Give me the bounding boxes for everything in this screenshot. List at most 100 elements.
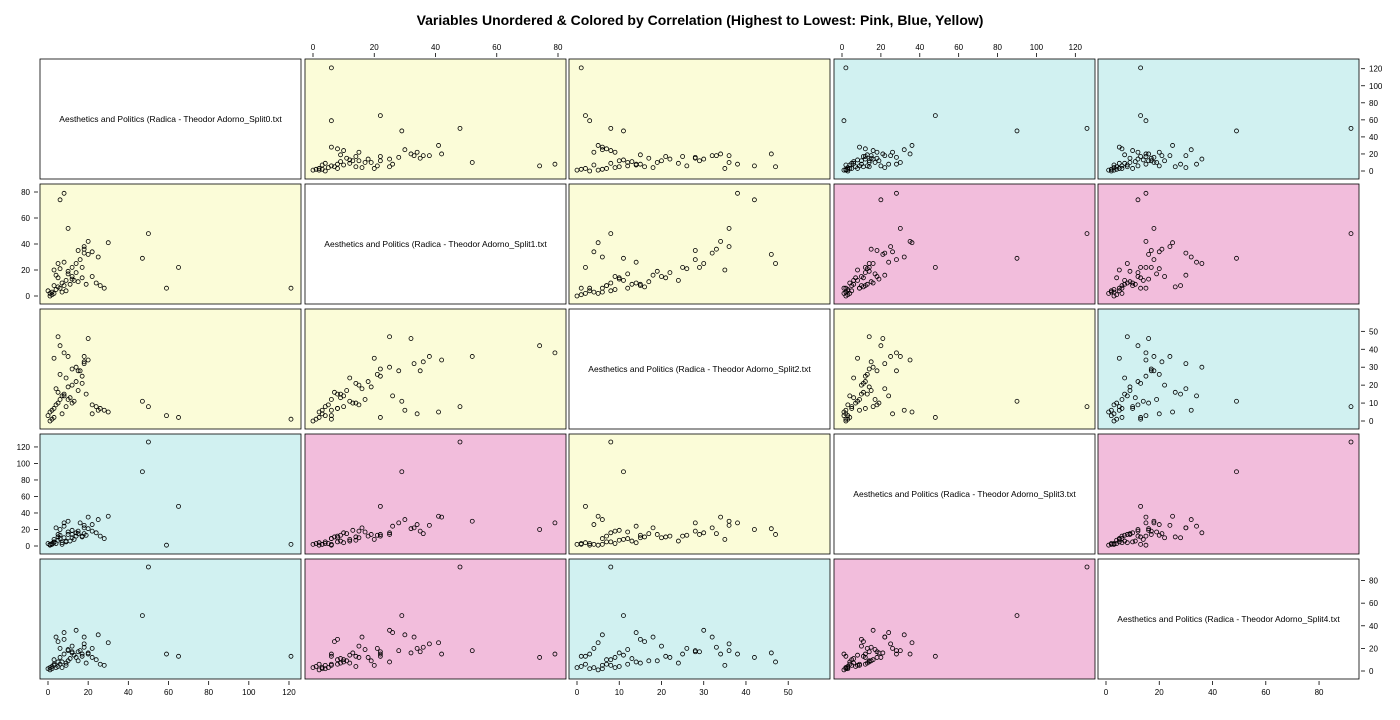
point-r3-c1-53 xyxy=(75,388,81,393)
point-r3-c2-50 xyxy=(390,393,396,399)
point-r5-c1-15 xyxy=(57,655,63,660)
point-r4-c1-15 xyxy=(57,527,63,532)
point-r3-c1-15 xyxy=(57,343,63,349)
point-r3-c5-39 xyxy=(1116,407,1122,413)
point-r3-c2-23 xyxy=(365,379,371,384)
point-r4-c5-5 xyxy=(1170,513,1175,519)
point-r5-c4-54 xyxy=(860,653,866,659)
point-r3-c2-52 xyxy=(350,400,356,406)
point-r3-c1-12 xyxy=(69,366,75,372)
point-r4-c3-21 xyxy=(692,520,698,526)
point-r3-c1-7 xyxy=(89,411,95,417)
point-r2-c3-46 xyxy=(574,293,580,299)
point-r1-c3-34 xyxy=(595,167,601,173)
point-r5-c4-39 xyxy=(857,662,862,668)
point-r5-c3-53 xyxy=(646,658,652,664)
point-r2-c4-3 xyxy=(1084,231,1090,237)
point-r5-c2-19 xyxy=(426,641,432,647)
point-r3-c2-20 xyxy=(411,361,417,367)
point-r5-c4-55 xyxy=(864,660,870,666)
y-tick-label-r2-2: 40 xyxy=(21,240,30,249)
point-r5-c2-0 xyxy=(328,653,334,659)
point-r4-c2-24 xyxy=(356,535,362,541)
point-r3-c2-29 xyxy=(328,397,334,402)
point-r2-c1-46 xyxy=(47,293,53,299)
point-r3-c4-0 xyxy=(843,416,849,422)
point-r3-c4-54 xyxy=(860,380,866,386)
point-r3-c4-53 xyxy=(868,388,874,393)
point-r3-c1-43 xyxy=(59,411,65,417)
point-r1-c3-26 xyxy=(675,160,681,166)
x-tick-label-c1-4: 80 xyxy=(204,688,213,697)
point-r5-c2-30 xyxy=(353,664,359,669)
point-r2-c3-11 xyxy=(701,261,707,266)
point-r1-c2-51 xyxy=(362,160,368,165)
point-r5-c1-18 xyxy=(85,651,91,657)
point-r2-c1-53 xyxy=(75,279,81,285)
point-r3-c1-51 xyxy=(65,397,71,402)
point-r2-c1-1 xyxy=(176,264,181,270)
point-r4-c5-10 xyxy=(1148,528,1154,534)
y-tick-label-r5-2: 40 xyxy=(1369,622,1378,631)
panel-r3-c3 xyxy=(568,308,831,430)
point-r5-c4-24 xyxy=(859,643,864,649)
point-r2-c5-11 xyxy=(1199,261,1205,266)
y-tick-label-r2-1: 20 xyxy=(21,266,30,275)
point-r4-c5-45 xyxy=(1114,541,1120,546)
point-r1-c4-6 xyxy=(901,147,907,153)
point-r4-c3-5 xyxy=(595,513,601,519)
point-r5-c1-6 xyxy=(95,632,101,638)
point-r1-c3-51 xyxy=(625,160,631,165)
point-r4-c2-40 xyxy=(347,536,353,542)
point-r2-c1-3 xyxy=(146,231,151,237)
point-r3-c2-46 xyxy=(310,418,316,424)
point-r2-c4-52 xyxy=(876,276,882,282)
point-r3-c1-2 xyxy=(164,413,169,419)
point-r4-c2-4 xyxy=(399,469,405,475)
point-r1-c3-39 xyxy=(599,144,605,150)
point-r1-c4-48 xyxy=(882,165,888,170)
point-r2-c1-36 xyxy=(89,274,95,279)
point-r2-c5-15 xyxy=(1135,197,1141,203)
point-r2-c1-52 xyxy=(69,276,75,282)
point-r5-c2-22 xyxy=(377,651,383,657)
point-r1-c5-54 xyxy=(1138,154,1144,159)
point-r4-c2-47 xyxy=(332,534,337,540)
point-r2-c4-21 xyxy=(894,257,899,263)
point-r1-c2-23 xyxy=(365,156,371,162)
point-r4-c2-32 xyxy=(335,539,340,545)
point-r1-c3-23 xyxy=(667,156,673,162)
point-r1-c2-17 xyxy=(371,166,377,171)
x-tick-label-c4-1: 20 xyxy=(876,43,885,52)
point-r2-c1-38 xyxy=(97,283,103,289)
point-r4-c5-35 xyxy=(1108,541,1114,546)
point-r4-c1-0 xyxy=(288,541,294,547)
y-tick-label-r5-1: 20 xyxy=(1369,644,1378,653)
point-r5-c4-53 xyxy=(868,658,874,664)
x-tick-label-c3-2: 20 xyxy=(657,688,666,697)
point-r3-c2-11 xyxy=(387,364,392,370)
point-r2-c3-37 xyxy=(608,280,614,286)
point-r1-c2-6 xyxy=(402,147,408,153)
point-r2-c4-54 xyxy=(860,275,866,281)
point-r1-c5-27 xyxy=(1178,161,1183,167)
panel-r4-c4 xyxy=(833,433,1096,555)
panel-r1-c2 xyxy=(304,58,567,180)
point-r2-c5-21 xyxy=(1151,257,1157,263)
point-r2-c5-4 xyxy=(1234,255,1239,261)
point-r2-c5-29 xyxy=(1119,285,1125,291)
point-r4-c1-53 xyxy=(75,531,81,537)
point-r3-c4-51 xyxy=(872,397,878,402)
point-r4-c2-12 xyxy=(377,532,383,537)
point-r4-c3-54 xyxy=(663,534,669,540)
point-r4-c2-16 xyxy=(387,532,392,537)
y-tick-label-r4-6: 120 xyxy=(17,443,31,452)
point-r1-c3-29 xyxy=(625,163,631,169)
point-r5-c2-27 xyxy=(335,636,340,642)
point-r1-c5-48 xyxy=(1183,165,1189,170)
point-r1-c5-45 xyxy=(1114,166,1120,172)
point-r3-c2-39 xyxy=(328,407,334,413)
point-r1-c5-19 xyxy=(1167,153,1173,159)
point-r4-c1-7 xyxy=(89,522,95,527)
point-r3-c2-25 xyxy=(368,384,374,390)
